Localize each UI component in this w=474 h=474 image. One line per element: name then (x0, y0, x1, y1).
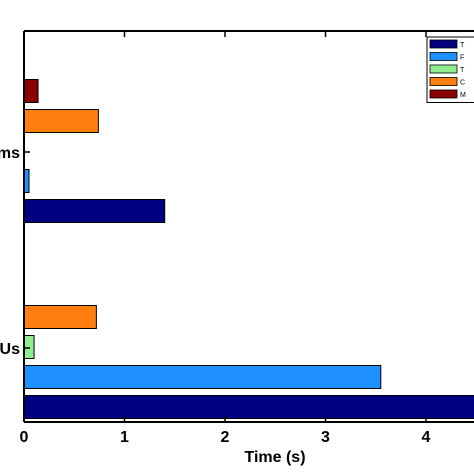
y-ticks: Us ms (0, 145, 30, 358)
x-axis-label: Time (s) (244, 449, 305, 466)
legend-label: T (460, 42, 465, 49)
legend-label: F (460, 55, 464, 62)
legend-swatch (429, 89, 458, 99)
bar-Us-3 (23, 305, 97, 329)
legend-label: T (460, 67, 465, 74)
bar-ms-0 (23, 199, 166, 223)
bar-ms-4 (23, 79, 39, 103)
x-tick-label: 1 (120, 429, 129, 446)
legend-swatch (429, 77, 458, 86)
bar-Us-0 (23, 395, 474, 419)
x-tick-label: 4 (422, 429, 431, 446)
axes (23, 30, 474, 423)
x-tick-label: 0 (20, 429, 29, 446)
legend-label: M (460, 92, 466, 99)
bar-group (23, 79, 474, 419)
legend-swatch (429, 64, 458, 74)
x-tick-label: 3 (321, 429, 330, 446)
bar-Us-2 (23, 335, 35, 359)
x-tick-label: 2 (221, 429, 230, 446)
legend-label: C (460, 80, 465, 87)
bar-Us-1 (23, 365, 382, 389)
bar-ms-3 (23, 109, 99, 133)
x-ticks: 0 1 2 3 4 (20, 31, 431, 446)
y-tick-label: Us (0, 341, 20, 358)
y-tick-label: ms (0, 145, 20, 162)
legend-swatch (429, 39, 458, 49)
legend-swatch (429, 52, 458, 61)
